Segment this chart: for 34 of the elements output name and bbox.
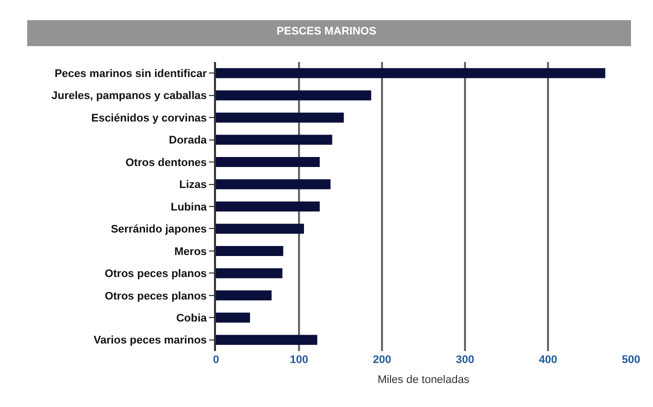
y-tick-label: Cobia [176, 312, 208, 324]
bar [216, 290, 272, 300]
y-tick-label: Lizas [179, 179, 207, 192]
x-tick-label: 500 [622, 354, 640, 366]
y-tick-label: Otros peces planos [104, 290, 207, 302]
bar [216, 268, 282, 278]
x-tick-label: 200 [372, 354, 392, 366]
bar [216, 112, 344, 123]
x-tick-label: 100 [290, 354, 308, 366]
y-tick-label: Jureles, pampanos y caballas [51, 90, 207, 102]
bar [216, 179, 331, 190]
bar [216, 202, 320, 212]
y-tick-label: Meros [174, 246, 207, 258]
x-tick-label: 400 [538, 354, 558, 366]
bar [216, 334, 318, 345]
y-tick-label: Dorada [168, 134, 208, 147]
y-tick-label: Esciénidos y corvinas [91, 112, 207, 124]
bar [216, 157, 320, 168]
y-tick-label: Peces marinos sin identificar [54, 68, 208, 80]
y-tick-label: Serránido japones [110, 224, 207, 236]
bar [216, 246, 284, 256]
bar [216, 68, 606, 78]
y-tick-label: Otros dentones [126, 156, 207, 169]
bar [216, 134, 332, 145]
x-axis-title: Miles de toneladas [378, 374, 470, 386]
y-tick-label: Varios peces marinos [94, 334, 207, 347]
x-tick-label: 300 [456, 354, 474, 366]
bar [216, 312, 250, 323]
bar [216, 224, 304, 234]
y-tick-label: Lubina [170, 201, 208, 214]
bar [216, 90, 372, 100]
x-tick-label: 0 [212, 354, 220, 366]
chart-title: PESCES MARINOS [276, 25, 376, 38]
y-tick-label: Otros peces planos [104, 268, 207, 280]
